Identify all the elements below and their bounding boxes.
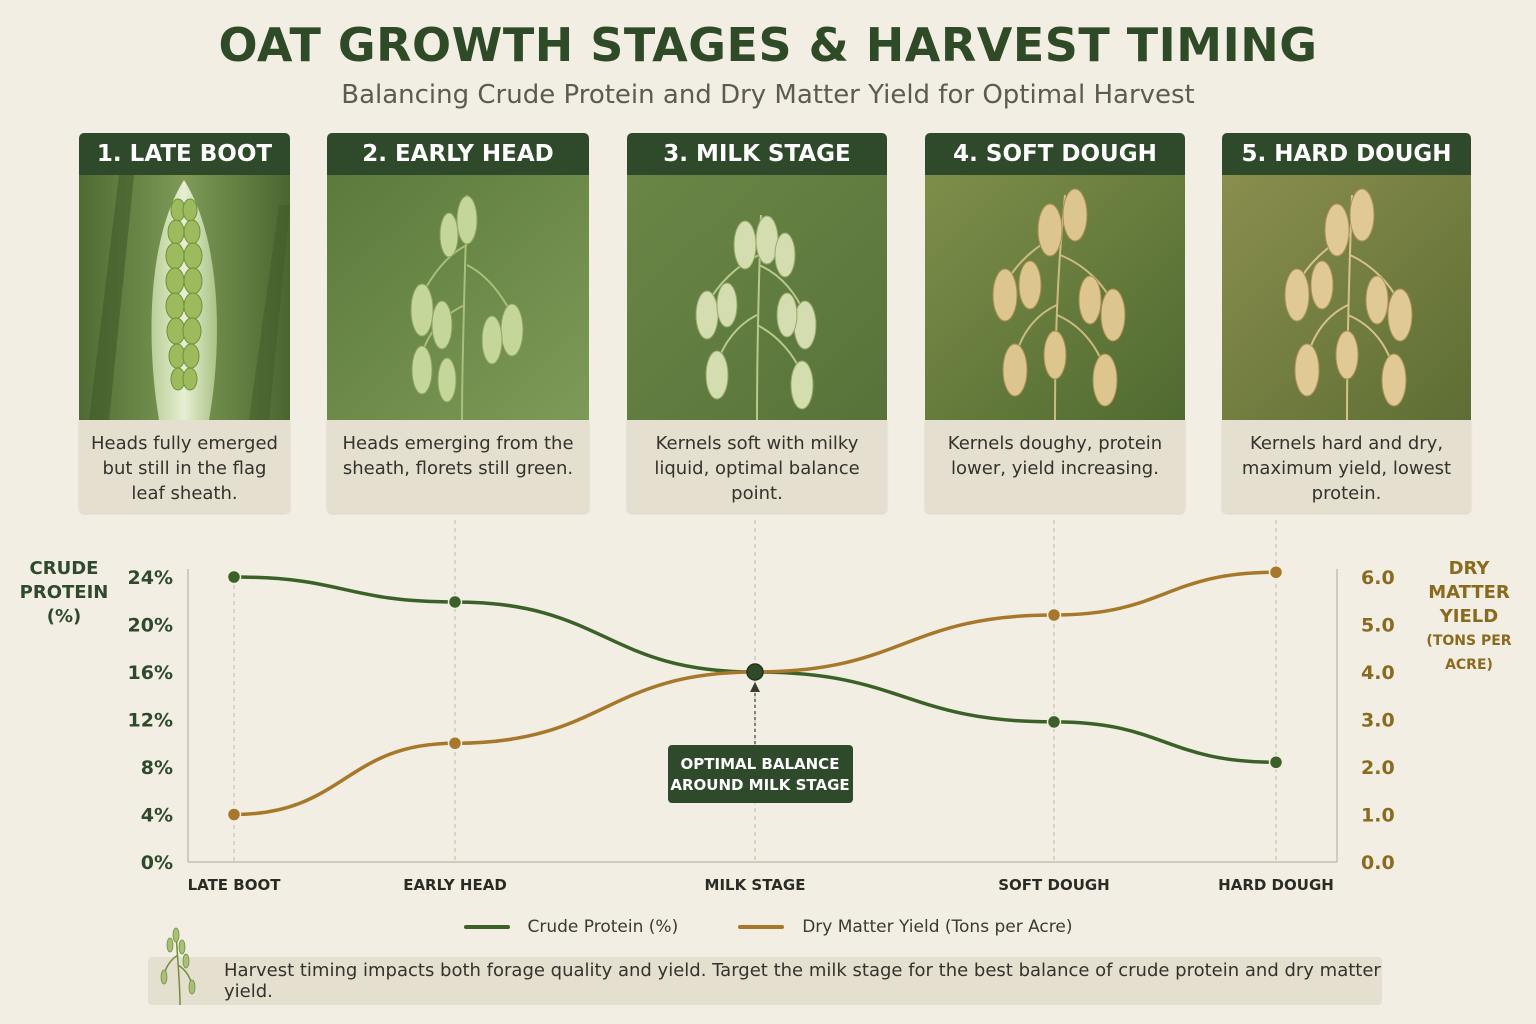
x-tick-label: EARLY HEAD (403, 876, 507, 894)
stage-description: Kernels soft with milky liquid, optimal … (627, 420, 887, 513)
right-tick-label: 3.0 (1361, 710, 1395, 732)
x-tick-label: SOFT DOUGH (998, 876, 1110, 894)
left-tick-label: 20% (128, 615, 173, 637)
right-tick-label: 2.0 (1361, 757, 1395, 779)
right-axis-title: DRY MATTER YIELD (TONS PER ACRE) (1426, 558, 1512, 673)
protein-point (226, 569, 242, 585)
stage-title: 1. LATE BOOT (79, 133, 290, 175)
left-axis-title: CRUDE PROTEIN (%) (19, 558, 109, 627)
x-tick-label: HARD DOUGH (1218, 876, 1334, 894)
protein-point (447, 594, 463, 610)
right-tick-label: 4.0 (1361, 662, 1395, 684)
footer-note: Harvest timing impacts both forage quali… (148, 957, 1382, 1005)
legend-swatch-protein (463, 925, 510, 929)
stage-description: Heads emerging from the sheath, florets … (327, 420, 589, 513)
x-tick-label: LATE BOOT (188, 876, 282, 894)
yield-point (1046, 607, 1062, 623)
late-boot-photo (79, 175, 290, 420)
stage-card-early-head: 2. EARLY HEAD Heads emerging fro (327, 133, 589, 513)
stage-title: 4. SOFT DOUGH (925, 133, 1185, 175)
stage-card-late-boot: 1. LATE BOOT (79, 133, 290, 513)
left-tick-label: 24% (128, 567, 173, 589)
hard-dough-photo (1222, 175, 1471, 420)
stage-title: 3. MILK STAGE (627, 133, 887, 175)
chart-area: CRUDE PROTEIN (%) DRY MATTER YIELD (TONS… (0, 512, 1536, 950)
stage-title: 5. HARD DOUGH (1222, 133, 1471, 175)
page-title: OAT GROWTH STAGES & HARVEST TIMING (218, 18, 1318, 72)
left-tick-label: 0% (141, 852, 173, 874)
line-chart: 0% 4% 8% 12% 16% 20% 24% 0.0 1.0 2.0 3.0 4.0 5.0 6.0 L… (128, 512, 1395, 894)
left-tick-label: 8% (141, 757, 173, 779)
left-tick-label: 4% (141, 805, 173, 827)
legend-swatch-yield (738, 925, 785, 929)
optimal-point-marker (746, 663, 764, 681)
early-head-photo (327, 175, 589, 420)
footer-text: Harvest timing impacts both forage quali… (224, 960, 1381, 1002)
stage-card-soft-dough: 4. SOFT DOUGH Kernels d (925, 133, 1185, 513)
protein-point (1268, 755, 1284, 770)
annotation-box (668, 745, 853, 803)
stage-description: Kernels doughy, protein lower, yield inc… (925, 420, 1185, 513)
legend-label: Crude Protein (%) (527, 917, 679, 937)
chart-legend: Crude Protein (%) Dry Matter Yield (Tons… (0, 912, 1536, 942)
stage-title: 2. EARLY HEAD (327, 133, 589, 175)
milk-stage-photo (627, 175, 887, 420)
right-tick-label: 1.0 (1361, 805, 1395, 827)
stage-card-hard-dough: 5. HARD DOUGH Kernels h (1222, 133, 1471, 513)
legend-label: Dry Matter Yield (Tons per Acre) (802, 917, 1073, 937)
legend-item-yield: Dry Matter Yield (Tons per Acre) (738, 917, 1073, 937)
yield-point (1268, 565, 1284, 580)
soft-dough-photo (925, 175, 1185, 420)
left-tick-label: 12% (128, 710, 173, 732)
annotation-text: OPTIMAL BALANCE (681, 755, 840, 773)
yield-point (226, 807, 242, 822)
stage-description: Heads fully emerged but still in the fla… (79, 420, 290, 513)
protein-point (1046, 714, 1062, 730)
right-tick-label: 5.0 (1361, 615, 1395, 637)
legend-item-protein: Crude Protein (%) (463, 917, 679, 937)
stage-card-milk-stage: 3. MILK STAGE Kernels s (627, 133, 887, 513)
right-tick-label: 0.0 (1361, 852, 1395, 874)
stage-description: Kernels hard and dry, maximum yield, low… (1222, 420, 1471, 513)
right-tick-label: 6.0 (1361, 567, 1395, 589)
x-tick-label: MILK STAGE (705, 876, 806, 894)
left-tick-label: 16% (128, 662, 173, 684)
page-subtitle: Balancing Crude Protein and Dry Matter Y… (341, 80, 1195, 110)
annotation-text: AROUND MILK STAGE (670, 776, 849, 794)
oat-plant-icon (160, 927, 196, 1006)
annotation-arrow-head (750, 682, 760, 692)
yield-point (447, 736, 463, 751)
